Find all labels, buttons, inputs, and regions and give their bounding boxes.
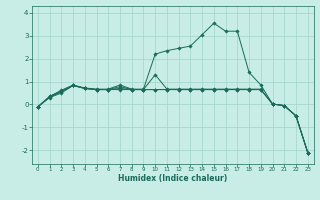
X-axis label: Humidex (Indice chaleur): Humidex (Indice chaleur) xyxy=(118,174,228,183)
